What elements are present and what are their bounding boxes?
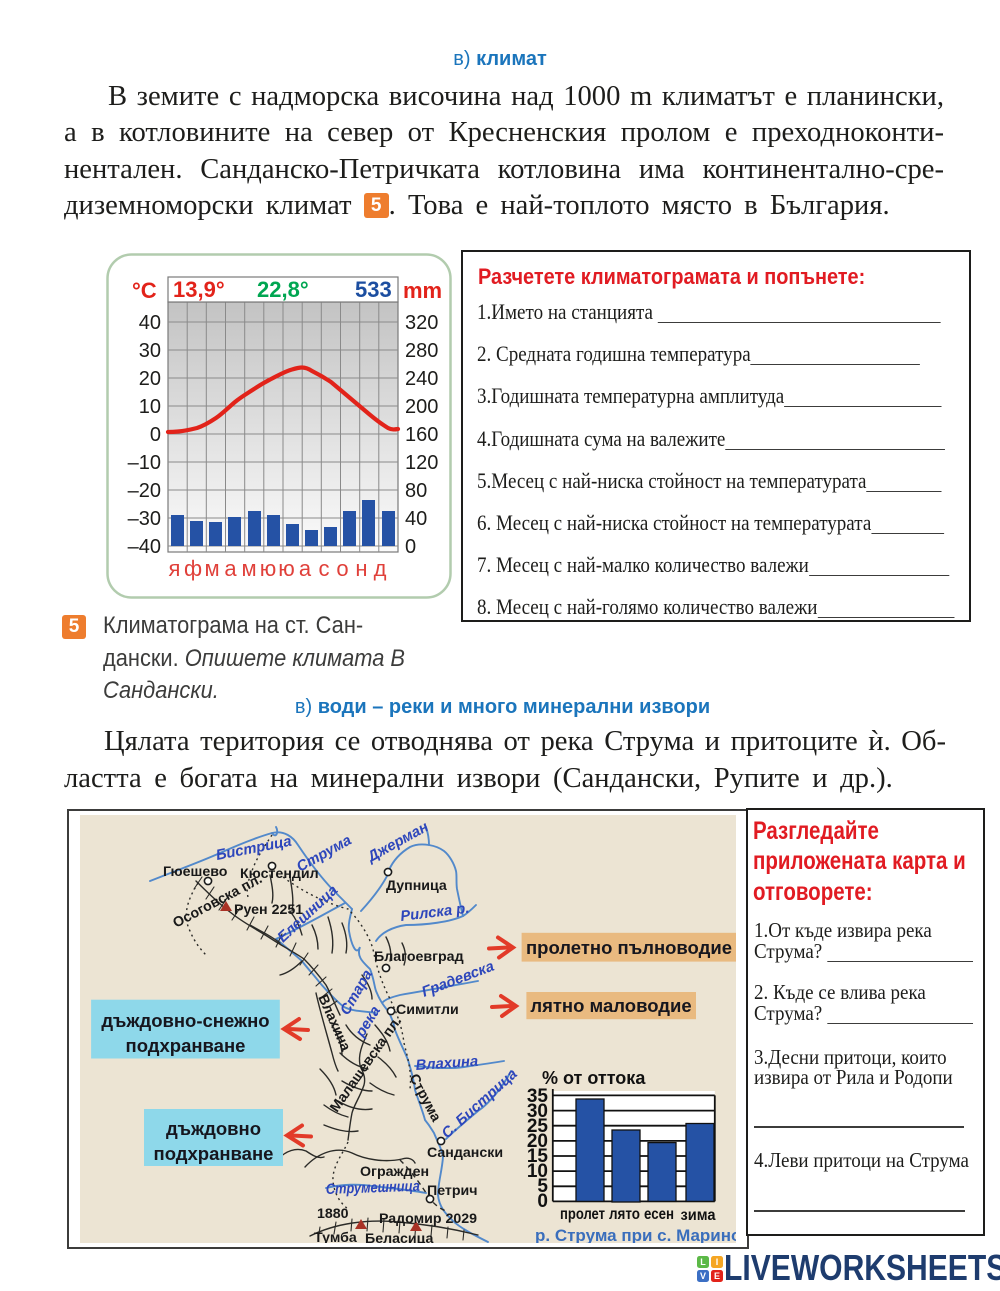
svg-text:533: 533 <box>355 277 392 302</box>
svg-text:20: 20 <box>527 1131 548 1152</box>
svg-text:280: 280 <box>405 340 438 362</box>
svg-text:с: с <box>319 556 330 581</box>
svg-text:Гюешево: Гюешево <box>163 864 228 880</box>
svg-text:Благоевград: Благоевград <box>374 949 464 965</box>
svg-text:13,9°: 13,9° <box>173 277 225 302</box>
svg-text:ю: ю <box>260 556 277 581</box>
svg-text:дъждовно-снежно: дъждовно-снежно <box>101 1010 269 1031</box>
svg-text:д: д <box>374 556 387 581</box>
svg-text:Радомир 2029: Радомир 2029 <box>379 1211 477 1227</box>
svg-text:Петрич: Петрич <box>427 1183 477 1199</box>
svg-text:я: я <box>169 556 181 581</box>
svg-text:ф: ф <box>184 556 202 581</box>
svg-text:20: 20 <box>139 368 161 390</box>
svg-text:–20: –20 <box>128 480 161 502</box>
svg-text:5: 5 <box>537 1176 548 1197</box>
svg-text:лято: лято <box>609 1206 640 1223</box>
svg-text:0: 0 <box>537 1191 548 1212</box>
svg-text:Струмешница: Струмешница <box>326 1179 421 1198</box>
svg-text:пролет: пролет <box>560 1206 605 1223</box>
svg-text:10: 10 <box>139 396 161 418</box>
svg-text:0: 0 <box>405 536 416 558</box>
svg-text:о: о <box>336 556 348 581</box>
svg-text:–40: –40 <box>128 536 161 558</box>
svg-text:200: 200 <box>405 396 438 418</box>
svg-text:Влахина: Влахина <box>415 1054 479 1074</box>
svg-text:зима: зима <box>681 1207 716 1224</box>
svg-text:Беласица: Беласица <box>365 1231 433 1243</box>
svg-text:Огражден: Огражден <box>360 1164 429 1180</box>
svg-text:30: 30 <box>527 1101 548 1122</box>
svg-text:лятно маловодие: лятно маловодие <box>530 995 691 1016</box>
svg-text:н: н <box>355 556 367 581</box>
svg-text:80: 80 <box>405 480 427 502</box>
svg-text:30: 30 <box>139 340 161 362</box>
svg-text:35: 35 <box>527 1086 549 1107</box>
svg-text:% от оттока: % от оттока <box>542 1068 646 1088</box>
svg-text:22,8°: 22,8° <box>257 277 309 302</box>
svg-text:подхранване: подхранване <box>154 1143 274 1164</box>
svg-text:240: 240 <box>405 368 438 390</box>
svg-text:Кюстендил: Кюстендил <box>240 866 319 882</box>
svg-text:Симитли: Симитли <box>396 1002 459 1018</box>
svg-text:Дупница: Дупница <box>386 878 447 894</box>
svg-text:дъждовно: дъждовно <box>166 1118 261 1139</box>
svg-text:р. Струма при с. Марино пол: р. Струма при с. Марино пол <box>535 1226 736 1243</box>
svg-text:15: 15 <box>527 1146 549 1167</box>
svg-text:10: 10 <box>527 1161 548 1182</box>
svg-text:пролетно пълноводие: пролетно пълноводие <box>526 937 732 958</box>
svg-text:а: а <box>224 556 237 581</box>
svg-text:ю: ю <box>278 556 295 581</box>
svg-text:есен: есен <box>644 1206 674 1223</box>
svg-text:160: 160 <box>405 424 438 446</box>
svg-text:40: 40 <box>139 312 161 334</box>
svg-text:°C: °C <box>132 278 157 303</box>
svg-text:–10: –10 <box>128 452 161 474</box>
svg-text:1880: 1880 <box>317 1206 349 1222</box>
svg-text:25: 25 <box>527 1116 549 1137</box>
svg-text:mm: mm <box>403 278 442 303</box>
svg-text:м: м <box>241 556 256 581</box>
svg-text:–30: –30 <box>128 508 161 530</box>
svg-text:м: м <box>204 556 219 581</box>
svg-text:Тумба: Тумба <box>314 1230 357 1243</box>
svg-text:Сандански: Сандански <box>427 1145 503 1161</box>
svg-text:подхранване: подхранване <box>126 1035 246 1056</box>
svg-text:120: 120 <box>405 452 438 474</box>
svg-text:а: а <box>299 556 312 581</box>
svg-text:320: 320 <box>405 312 438 334</box>
svg-text:40: 40 <box>405 508 427 530</box>
svg-text:0: 0 <box>150 424 161 446</box>
svg-text:Руен 2251: Руен 2251 <box>234 902 303 918</box>
